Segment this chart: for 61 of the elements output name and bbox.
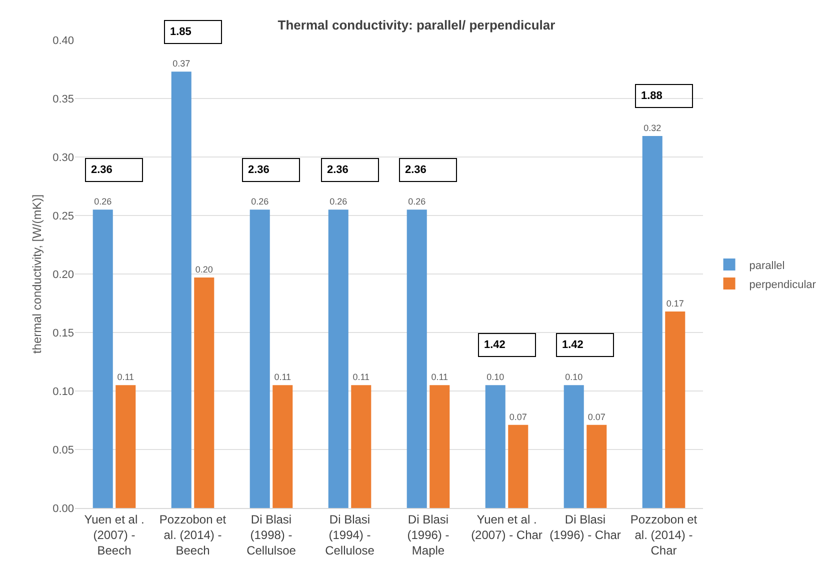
- bar: [116, 385, 136, 508]
- bar: [430, 385, 450, 508]
- y-axis-title: thermal conductivity, [W/(mK)]: [30, 194, 44, 354]
- data-label: 0.26: [94, 196, 112, 207]
- data-label: 0.26: [330, 196, 348, 207]
- bar: [194, 278, 214, 508]
- x-tick-label: Yuen et al . (2007) - Beech: [84, 512, 144, 558]
- y-tick-label: 0.40: [52, 34, 74, 47]
- y-tick-label: 0.00: [52, 502, 74, 515]
- annotation: 1.42: [562, 339, 584, 351]
- bar: [586, 424, 607, 508]
- data-label: 0.11: [431, 372, 448, 382]
- annotation: 2.36: [405, 164, 426, 176]
- chart-title: Thermal conductivity: parallel/ perpendicular: [278, 17, 556, 32]
- data-label: 0.10: [486, 372, 504, 382]
- y-tick-label: 0.05: [52, 444, 74, 456]
- legend-label: parallel: [749, 260, 785, 272]
- bar: [508, 424, 528, 508]
- x-tick-label: Pozzobon et al. (2014) - Beech: [159, 512, 227, 558]
- bar: [171, 72, 192, 508]
- data-label: 0.26: [251, 196, 269, 207]
- bar: [564, 385, 584, 508]
- legend-label: perpendicular: [749, 278, 816, 291]
- annotation: 1.42: [484, 339, 506, 351]
- data-label: 0.32: [644, 122, 662, 133]
- data-label: 0.07: [588, 412, 606, 422]
- x-tick-label: Pozzobon et al. (2014) - Char: [630, 512, 698, 558]
- data-label: 0.11: [274, 372, 292, 382]
- data-label: 0.11: [352, 372, 370, 382]
- data-label: 0.07: [509, 412, 527, 422]
- bar: [351, 385, 372, 508]
- data-label: 0.11: [117, 372, 134, 382]
- y-tick-label: 0.15: [52, 327, 74, 340]
- bar: [485, 385, 506, 508]
- data-label: 0.10: [565, 372, 583, 382]
- bar: [92, 210, 113, 508]
- data-label: 0.20: [195, 264, 213, 275]
- annotation: 2.36: [248, 164, 270, 176]
- bar: [272, 385, 293, 508]
- bar: [665, 311, 686, 508]
- data-label: 0.17: [666, 298, 684, 308]
- text: 1.85: [170, 26, 192, 38]
- x-tick-label: Di Blasi (1994) - Cellulose: [325, 512, 375, 558]
- y-tick-label: 0.35: [52, 93, 74, 106]
- annotation: 2.36: [327, 164, 348, 176]
- y-tick-label: 0.30: [52, 152, 74, 164]
- y-tick-label: 0.20: [52, 268, 74, 281]
- bar: [406, 210, 427, 508]
- bar: [250, 210, 270, 508]
- x-tick-label: Yuen et al . (2007) - Char: [471, 512, 542, 542]
- annotation: 2.36: [91, 164, 112, 176]
- bar: [642, 136, 662, 508]
- y-tick-label: 0.25: [52, 210, 74, 222]
- x-tick-label: Di Blasi (1996) - Maple: [407, 512, 450, 558]
- x-tick-label: Di Blasi (1998) - Cellulsoe: [246, 512, 296, 558]
- bar: [328, 210, 348, 508]
- data-label: 0.37: [172, 58, 190, 69]
- data-label: 0.26: [408, 196, 426, 207]
- y-tick-label: 0.10: [52, 386, 74, 398]
- annotation: 1.88: [641, 90, 662, 102]
- x-tick-label: Di Blasi (1996) - Char: [550, 512, 621, 542]
